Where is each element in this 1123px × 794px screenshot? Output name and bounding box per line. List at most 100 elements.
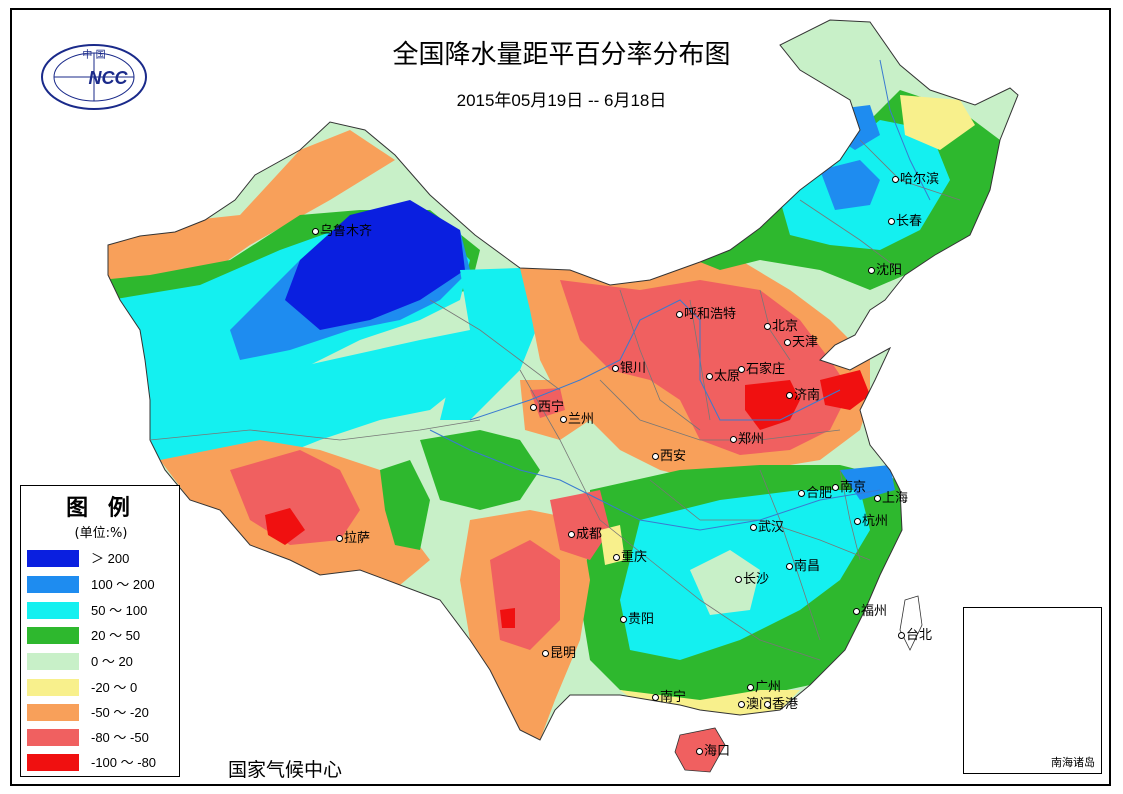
legend-item: 50 ～ 100 xyxy=(27,602,177,622)
logo-text: NCC xyxy=(89,68,129,88)
inset-label: 南海诸岛 xyxy=(1051,756,1095,769)
city-dot-icon xyxy=(898,632,905,639)
city-dot-icon xyxy=(786,392,793,399)
city-label: 武汉 xyxy=(750,516,784,535)
city-label: 贵阳 xyxy=(620,608,654,627)
legend-swatch xyxy=(27,729,79,746)
city-dot-icon xyxy=(764,701,771,708)
legend-swatch xyxy=(27,679,79,696)
legend-label: 50 ～ 100 xyxy=(91,603,148,618)
legend-swatch xyxy=(27,627,79,644)
city-label: 海口 xyxy=(696,740,730,759)
legend-label: -20 ～ 0 xyxy=(91,680,138,695)
city-dot-icon xyxy=(706,373,713,380)
legend-label: 0 ～ 20 xyxy=(91,654,133,669)
rivers xyxy=(429,59,931,531)
city-dot-icon xyxy=(730,436,737,443)
city-label: 北京 xyxy=(764,315,798,334)
city-dot-icon xyxy=(312,228,319,235)
legend-item: -100 ～ -80 xyxy=(27,754,177,774)
city-label: 沈阳 xyxy=(868,259,902,278)
city-label: 乌鲁木齐 xyxy=(312,220,372,239)
south-china-sea-inset: 南海诸岛 xyxy=(963,607,1102,774)
legend-swatch xyxy=(27,602,79,619)
ncc-logo xyxy=(41,44,147,110)
city-label: 台北 xyxy=(898,624,932,643)
city-label: 兰州 xyxy=(560,408,594,427)
legend-label: ＞ 200 xyxy=(91,551,130,566)
city-dot-icon xyxy=(560,416,567,423)
legend-swatch xyxy=(27,704,79,721)
legend-item: 100 ～ 200 xyxy=(27,576,177,596)
city-dot-icon xyxy=(892,176,899,183)
city-dot-icon xyxy=(620,616,627,623)
city-dot-icon xyxy=(738,701,745,708)
city-dot-icon xyxy=(612,365,619,372)
city-dot-icon xyxy=(652,453,659,460)
city-dot-icon xyxy=(854,518,861,525)
city-label: 香港 xyxy=(764,693,798,712)
legend-swatch xyxy=(27,653,79,670)
city-dot-icon xyxy=(530,404,537,411)
city-dot-icon xyxy=(676,311,683,318)
city-label: 昆明 xyxy=(542,642,576,661)
taiwan-island xyxy=(899,595,923,651)
city-label: 上海 xyxy=(874,487,908,506)
logo-top-text: 中 国 xyxy=(82,48,105,61)
city-dot-icon xyxy=(542,650,549,657)
china-outline xyxy=(107,19,1019,741)
city-label: 南宁 xyxy=(652,686,686,705)
legend-swatch xyxy=(27,754,79,771)
city-label: 西安 xyxy=(652,445,686,464)
city-label: 郑州 xyxy=(730,428,764,447)
city-label: 重庆 xyxy=(613,546,647,565)
city-dot-icon xyxy=(764,323,771,330)
map-title: 全国降水量距平百分率分布图 xyxy=(392,40,731,70)
city-dot-icon xyxy=(747,684,754,691)
city-label: 西宁 xyxy=(530,396,564,415)
city-label: 哈尔滨 xyxy=(892,168,939,187)
city-dot-icon xyxy=(738,366,745,373)
city-dot-icon xyxy=(798,490,805,497)
legend-label: -80 ～ -50 xyxy=(91,730,149,745)
city-label: 南京 xyxy=(832,476,866,495)
city-label: 银川 xyxy=(612,357,646,376)
map-subtitle: 2015年05月19日 -- 6月18日 xyxy=(456,91,667,110)
city-label: 广州 xyxy=(747,676,781,695)
city-label: 呼和浩特 xyxy=(676,303,736,322)
legend: 图 例 (单位:%) ＞ 200 100 ～ 200 50 ～ 100 20 ～… xyxy=(20,485,180,777)
city-dot-icon xyxy=(652,694,659,701)
city-dot-icon xyxy=(568,531,575,538)
organization-label: 国家气候中心 xyxy=(228,759,343,781)
city-dot-icon xyxy=(853,608,860,615)
city-label: 南昌 xyxy=(786,555,820,574)
legend-title: 图 例 xyxy=(66,496,136,521)
city-label: 长春 xyxy=(888,210,922,229)
city-dot-icon xyxy=(750,524,757,531)
city-label: 澳门 xyxy=(738,693,772,712)
city-dot-icon xyxy=(832,484,839,491)
legend-label: 100 ～ 200 xyxy=(91,577,155,592)
city-label: 太原 xyxy=(706,365,740,384)
city-dot-icon xyxy=(696,748,703,755)
legend-item: 0 ～ 20 xyxy=(27,653,177,673)
legend-item: 20 ～ 50 xyxy=(27,627,177,647)
legend-item: -20 ～ 0 xyxy=(27,679,177,699)
city-label: 杭州 xyxy=(854,510,888,529)
legend-swatch xyxy=(27,550,79,567)
legend-swatch xyxy=(27,576,79,593)
city-label: 福州 xyxy=(853,600,887,619)
legend-item: ＞ 200 xyxy=(27,550,177,570)
city-dot-icon xyxy=(888,218,895,225)
legend-label: -50 ～ -20 xyxy=(91,705,149,720)
city-dot-icon xyxy=(784,339,791,346)
city-dot-icon xyxy=(786,563,793,570)
city-label: 拉萨 xyxy=(336,527,370,546)
legend-item: -50 ～ -20 xyxy=(27,704,177,724)
city-label: 石家庄 xyxy=(738,358,785,377)
legend-label: -100 ～ -80 xyxy=(91,755,157,770)
city-label: 长沙 xyxy=(735,568,769,587)
city-dot-icon xyxy=(874,495,881,502)
city-dot-icon xyxy=(613,554,620,561)
